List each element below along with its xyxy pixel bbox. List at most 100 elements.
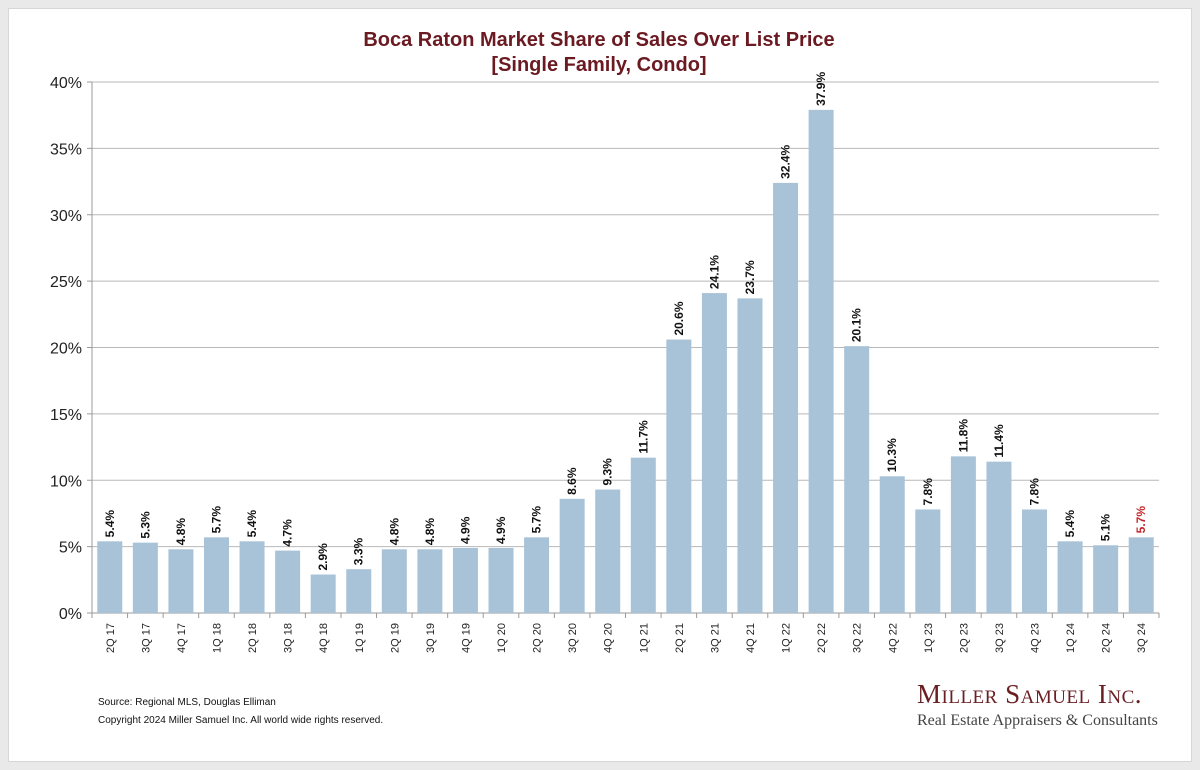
bar <box>844 346 870 613</box>
x-tick-label: 4Q 23 <box>1030 623 1042 653</box>
bar-value-label: 5.1% <box>1099 514 1113 542</box>
bar <box>239 541 265 613</box>
bar-value-label: 5.4% <box>245 510 259 538</box>
bar <box>950 456 976 613</box>
bar-value-label: 5.3% <box>138 511 152 539</box>
bar-value-label: 4.8% <box>174 518 188 546</box>
bar-value-label: 7.8% <box>921 478 935 506</box>
chart-subtitle: [Single Family, Condo] <box>491 54 706 76</box>
x-tick-label: 2Q 17 <box>105 623 117 653</box>
bar <box>168 549 194 613</box>
x-tick-label: 2Q 24 <box>1101 623 1113 653</box>
bar-value-label: 23.7% <box>743 260 757 294</box>
bar-value-label: 3.3% <box>352 538 366 566</box>
bar-value-label: 5.4% <box>103 510 117 538</box>
bar-value-label: 37.9% <box>814 72 828 106</box>
bar-value-label: 24.1% <box>707 255 721 289</box>
bar-value-label: 5.4% <box>1063 510 1077 538</box>
x-axis-ticks: 2Q 17 3Q 17 4Q 17 1Q 18 2Q 18 3Q 18 4Q 18 1Q 19… <box>91 613 1160 653</box>
logo-tagline: Real Estate Appraisers & Consultants <box>917 712 1158 729</box>
bars <box>97 109 1154 613</box>
bar <box>203 537 229 613</box>
y-tick-label: 5% <box>59 540 82 557</box>
x-tick-label: 4Q 20 <box>603 623 615 653</box>
bar <box>275 550 301 613</box>
bar <box>701 293 727 613</box>
bar <box>346 569 372 613</box>
bar <box>986 461 1012 613</box>
bar <box>630 457 656 613</box>
bar <box>559 498 585 613</box>
y-tick-label: 30% <box>50 208 82 225</box>
chart-frame: Boca Raton Market Share of Sales Over Li… <box>8 8 1192 762</box>
x-tick-label: 2Q 21 <box>674 623 686 653</box>
bar-value-label: 4.8% <box>387 518 401 546</box>
x-tick-label: 1Q 23 <box>923 623 935 653</box>
x-tick-label: 2Q 23 <box>958 623 970 653</box>
bar <box>1022 509 1048 613</box>
x-tick-label: 3Q 24 <box>1136 623 1148 653</box>
bar-value-label: 4.9% <box>494 516 508 544</box>
y-tick-label: 10% <box>50 473 82 490</box>
gridlines <box>87 81 1159 614</box>
bar <box>666 339 692 613</box>
y-tick-label: 15% <box>50 407 82 424</box>
x-tick-label: 1Q 22 <box>781 623 793 653</box>
chart-title: Boca Raton Market Share of Sales Over Li… <box>363 29 834 51</box>
x-tick-label: 4Q 19 <box>460 623 472 653</box>
bar <box>1128 537 1154 613</box>
bar-value-label: 10.3% <box>885 438 899 472</box>
bar-value-label: 5.7% <box>530 506 544 534</box>
x-tick-label: 3Q 22 <box>852 623 864 653</box>
bar <box>452 547 478 613</box>
bar <box>524 537 550 613</box>
bar-value-label: 20.6% <box>672 301 686 335</box>
bar-chart: Boca Raton Market Share of Sales Over Li… <box>50 29 1160 653</box>
x-tick-label: 1Q 24 <box>1065 623 1077 653</box>
bar-value-label: 5.7% <box>1134 506 1148 534</box>
x-tick-label: 2Q 19 <box>389 623 401 653</box>
bar-value-label: 4.7% <box>281 519 295 547</box>
bar <box>808 109 834 613</box>
x-tick-label: 1Q 20 <box>496 623 508 653</box>
bar <box>381 549 407 613</box>
y-tick-label: 35% <box>50 141 82 158</box>
copyright-note: Copyright 2024 Miller Samuel Inc. All wo… <box>98 715 384 726</box>
x-tick-label: 2Q 20 <box>532 623 544 653</box>
bar-value-label: 2.9% <box>316 543 330 571</box>
y-tick-label: 25% <box>50 274 82 291</box>
x-tick-label: 3Q 18 <box>283 623 295 653</box>
x-tick-label: 2Q 22 <box>816 623 828 653</box>
bar <box>595 489 621 613</box>
bar-labels: 5.4% 5.3% 4.8% 5.7% 5.4% 4.7% 2.9% 3.3% 4.8% 4.8%… <box>103 72 1148 571</box>
bar-value-label: 20.1% <box>850 308 864 342</box>
bar-value-label: 11.8% <box>956 419 970 453</box>
x-tick-label: 1Q 21 <box>638 623 650 653</box>
logo-company-name: Miller Samuel Inc. <box>917 679 1143 709</box>
x-tick-label: 4Q 22 <box>887 623 899 653</box>
x-tick-label: 3Q 23 <box>994 623 1006 653</box>
bar <box>773 182 799 613</box>
bar-value-label: 7.8% <box>1028 478 1042 506</box>
x-tick-label: 3Q 20 <box>567 623 579 653</box>
bar <box>1057 541 1083 613</box>
y-tick-label: 0% <box>59 606 82 623</box>
bar-value-label: 4.8% <box>423 518 437 546</box>
bar <box>1093 545 1119 613</box>
y-tick-label: 20% <box>50 341 82 358</box>
bar <box>417 549 443 613</box>
bar-value-label: 5.7% <box>209 506 223 534</box>
x-tick-label: 3Q 21 <box>709 623 721 653</box>
bar-value-label: 8.6% <box>565 467 579 495</box>
x-tick-label: 3Q 19 <box>425 623 437 653</box>
bar <box>915 509 941 613</box>
x-tick-label: 1Q 19 <box>354 623 366 653</box>
x-tick-label: 2Q 18 <box>247 623 259 653</box>
bar-value-label: 11.7% <box>636 420 650 454</box>
x-tick-label: 3Q 17 <box>140 623 152 653</box>
bar <box>879 476 905 613</box>
y-tick-label: 40% <box>50 75 82 92</box>
bar-value-label: 4.9% <box>458 516 472 544</box>
bar-value-label: 32.4% <box>779 145 793 179</box>
x-tick-label: 4Q 21 <box>745 623 757 653</box>
